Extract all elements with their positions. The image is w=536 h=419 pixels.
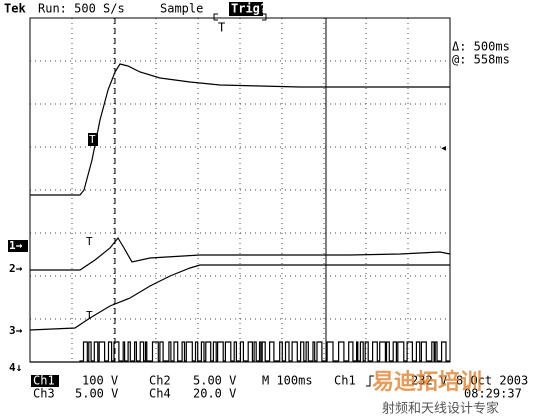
cursor-at: @: 558ms [452,53,510,67]
trigger-badge [229,2,263,16]
ch1-trigger-marker-box [88,133,98,146]
ch1-marker: 1→ [9,239,23,252]
ch1-label: Ch1 [33,374,55,388]
timebase: M 100ms [262,374,313,388]
trigger-position: T [218,21,225,35]
graticule-frame [29,17,451,363]
run-status: Run: 500 S/s [38,2,125,16]
ch3-trigger-marker: T [86,309,93,322]
ch4-marker: 4↓ [9,361,22,374]
ch1-scale: 100 V [82,374,118,388]
watermark-caption: 射频和天线设计专家 [382,401,499,417]
ch3-marker: 3→ [9,324,23,337]
trigger-level-arrow: ◂ [440,141,447,155]
ch2-waveform [30,236,451,271]
trigger-window [213,13,267,21]
trigger-status: Trig? [231,2,267,16]
trigger-slope [366,375,374,387]
trigger-level: 232 V [411,374,447,388]
ch4-waveform [30,341,450,363]
ch3-label: Ch3 [33,387,55,401]
watermark-logo: 易迪拓培训 [372,369,482,395]
cursor-delta: Δ: 500ms [452,40,510,54]
ch4-label: Ch4 [149,387,171,401]
ch2-marker: 2→ [9,262,23,275]
ch1-label-box [31,375,59,387]
graticule [30,18,450,362]
ch1-waveform [30,63,450,196]
ch4-scale: 20.0 V [193,387,236,401]
date: 8 Oct 2003 [456,374,528,388]
ch3-scale: 5.00 V [75,387,118,401]
ch2-label: Ch2 [149,374,171,388]
ch1-marker-box [8,240,28,252]
time: 08:29:37 [464,387,522,401]
ch2-scale: 5.00 V [193,374,236,388]
ch2-trigger-marker: T [86,235,93,248]
ch3-waveform [29,264,450,331]
acquire-mode: Sample [160,2,203,16]
brand: Tek [4,2,26,16]
ch1-trigger-marker: T [89,133,96,146]
trigger-source: Ch1 [334,374,356,388]
